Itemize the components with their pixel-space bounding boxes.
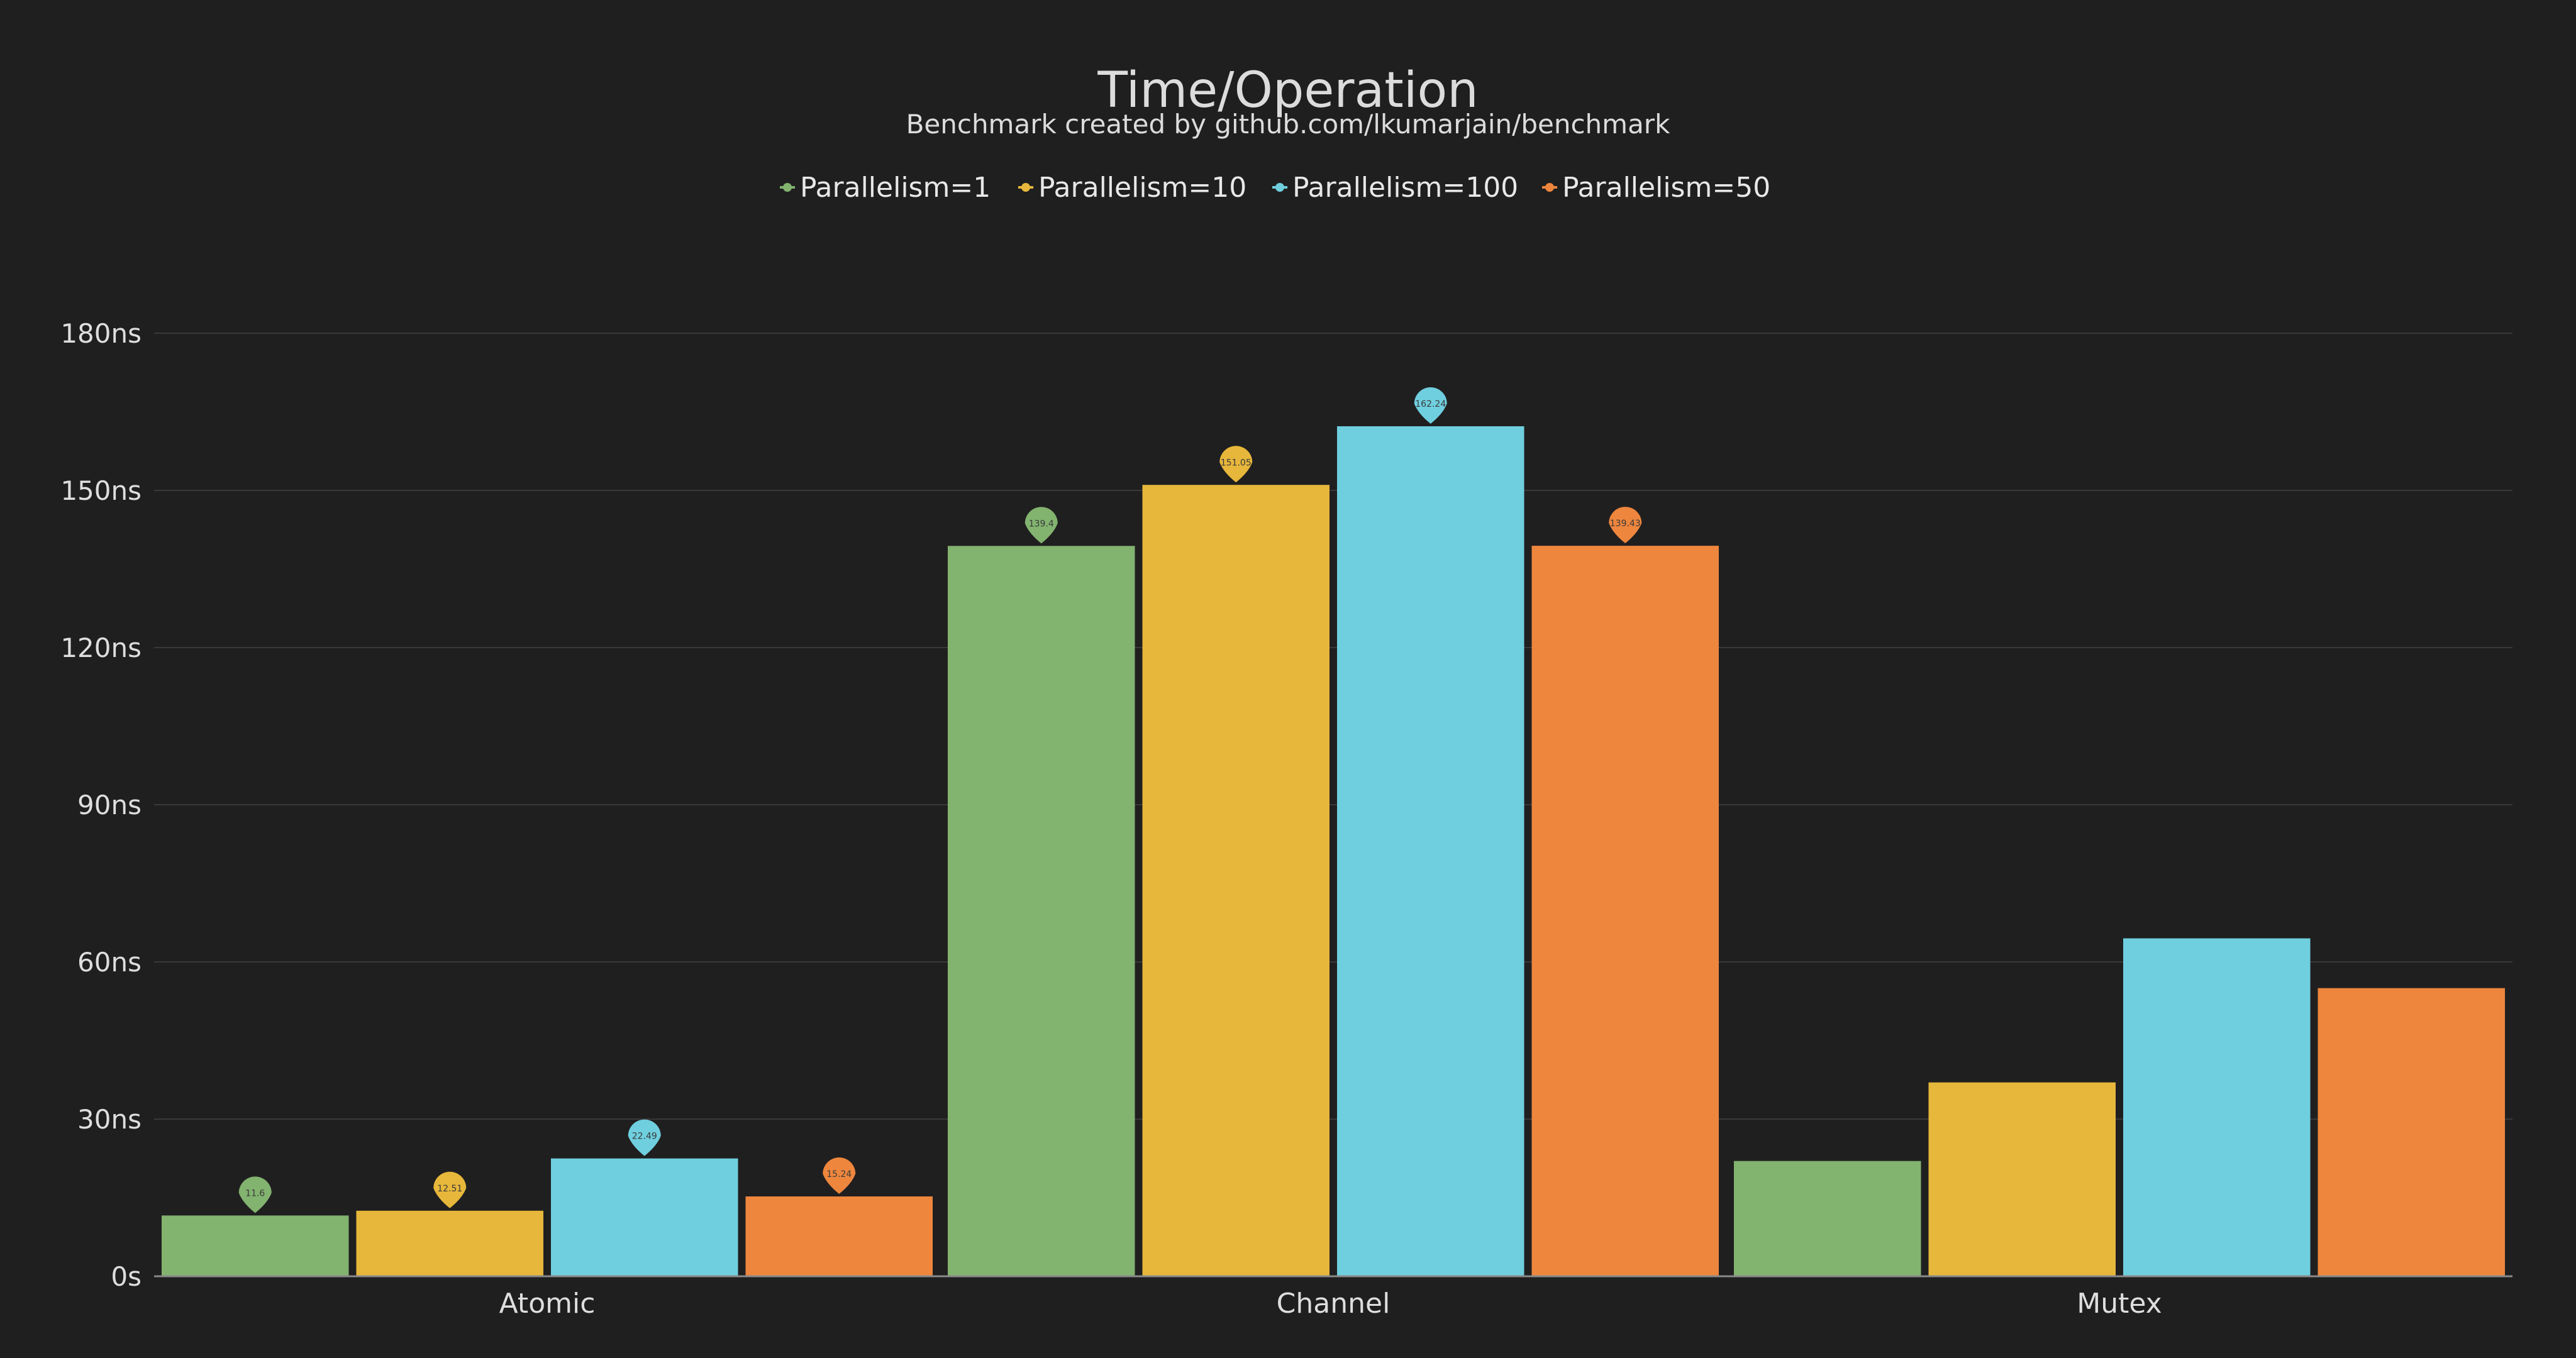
bar — [356, 1210, 543, 1276]
gridlines — [154, 333, 2512, 1120]
bar — [162, 1215, 349, 1276]
data-label: 139.43 — [1610, 519, 1641, 529]
legend-label: Parallelism=10 — [1038, 172, 1246, 204]
x-axis: Atomic Channel Mutex — [154, 1275, 2512, 1320]
bar — [1928, 1082, 2116, 1276]
y-axis: 0s 30ns 60ns 90ns 120ns 150ns 180ns — [60, 318, 142, 1292]
data-label: 139.4 — [1029, 519, 1054, 529]
data-label-pin — [628, 1119, 661, 1156]
data-label-pin — [238, 1176, 272, 1213]
bar — [1531, 546, 1719, 1277]
data-label-pin — [1609, 507, 1642, 544]
data-label: 151.05 — [1221, 458, 1252, 468]
data-label-pin — [1219, 446, 1253, 483]
bar — [948, 546, 1135, 1277]
x-tick-label: Channel — [1277, 1288, 1391, 1320]
data-label-pin — [1024, 507, 1058, 544]
legend-marker — [1545, 183, 1554, 192]
x-tick-label: Atomic — [499, 1288, 596, 1320]
y-tick-label: 30ns — [77, 1104, 142, 1135]
y-tick-label: 90ns — [77, 790, 142, 820]
legend-marker — [1021, 183, 1030, 192]
bar — [2123, 938, 2311, 1276]
y-tick-label: 150ns — [60, 475, 142, 506]
bar — [745, 1196, 933, 1276]
legend-label: Parallelism=1 — [800, 172, 991, 204]
bar — [1734, 1161, 1921, 1276]
legend-marker — [783, 183, 792, 192]
legend-marker — [1275, 183, 1284, 192]
legend-label: Parallelism=50 — [1562, 172, 1770, 204]
legend-label: Parallelism=100 — [1292, 172, 1518, 204]
y-tick-label: 180ns — [60, 318, 142, 349]
x-tick-label: Mutex — [2077, 1288, 2162, 1320]
data-label: 22.49 — [632, 1132, 657, 1142]
data-label: 11.6 — [245, 1188, 265, 1198]
legend: Parallelism=1 Parallelism=10 Parallelism=1… — [780, 172, 1770, 204]
bars: 11.6 12.51 22.49 15.24 139.4 151.05 162.24 139.… — [162, 387, 2505, 1277]
bar — [1337, 426, 1524, 1276]
bar — [551, 1158, 738, 1276]
bar — [2318, 988, 2505, 1276]
data-label: 12.51 — [437, 1184, 462, 1194]
data-label: 15.24 — [826, 1169, 852, 1179]
y-tick-label: 0s — [111, 1261, 142, 1292]
data-label-pin — [433, 1171, 467, 1208]
data-label-pin — [823, 1157, 856, 1194]
data-label: 162.24 — [1415, 399, 1446, 409]
data-label-pin — [1414, 387, 1447, 424]
chart-title: Time/Operation — [1097, 62, 1478, 119]
y-tick-label: 120ns — [60, 632, 142, 663]
y-tick-label: 60ns — [77, 947, 142, 978]
bar — [1142, 485, 1330, 1276]
chart-subtitle: Benchmark created by github.com/lkumarja… — [906, 109, 1670, 140]
